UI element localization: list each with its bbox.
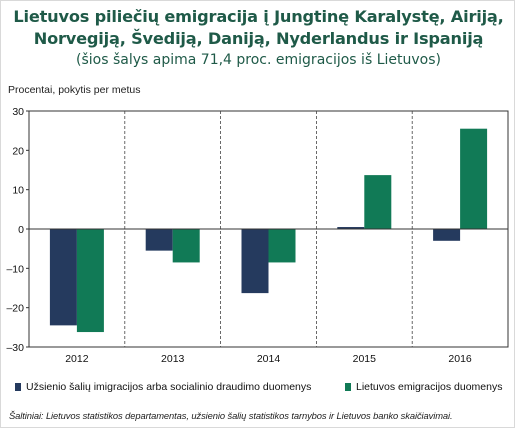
y-tick-label: –20 bbox=[6, 303, 24, 315]
y-tick-label: –10 bbox=[6, 263, 24, 275]
bar-series-1-2016 bbox=[433, 229, 461, 241]
x-tick-label: 2012 bbox=[65, 353, 89, 365]
legend-swatch-series-1 bbox=[15, 383, 21, 391]
bar-series-2-2014 bbox=[268, 229, 296, 263]
y-tick-label: 30 bbox=[12, 106, 24, 118]
bar-series-1-2014 bbox=[241, 229, 269, 294]
bar-series-2-2015 bbox=[364, 175, 392, 229]
x-tick-label: 2014 bbox=[257, 353, 281, 365]
y-tick-label: 20 bbox=[12, 145, 24, 157]
bar-series-1-2012 bbox=[49, 229, 77, 326]
y-tick-label: 10 bbox=[12, 185, 24, 197]
chart-title: Lietuvos piliečių emigracija į Jungtinę … bbox=[13, 7, 504, 48]
y-tick-label: –30 bbox=[6, 342, 24, 354]
legend-item-series-1: Užsienio šalių imigracijos arba socialin… bbox=[15, 380, 311, 394]
y-axis-label: Procentai, pokytis per metus bbox=[8, 84, 141, 96]
chart-subtitle: (šios šalys apima 71,4 proc. emigracijos… bbox=[76, 52, 441, 68]
x-tick-label: 2016 bbox=[448, 353, 472, 365]
legend-label-series-1: Užsienio šalių imigracijos arba socialin… bbox=[26, 381, 312, 393]
bar-series-2-2012 bbox=[76, 229, 104, 333]
legend-label-series-2: Lietuvos emigracijos duomenys bbox=[356, 381, 503, 393]
x-tick-label: 2013 bbox=[161, 353, 185, 365]
bar-series-2-2013 bbox=[172, 229, 200, 263]
y-tick-label: 0 bbox=[18, 224, 24, 236]
bar-series-2-2016 bbox=[460, 128, 488, 229]
x-tick-label: 2015 bbox=[353, 353, 377, 365]
source-note: Šaltiniai: Lietuvos statistikos departam… bbox=[9, 410, 453, 421]
bar-series-1-2013 bbox=[145, 229, 173, 251]
bar-series-1-2015 bbox=[337, 227, 365, 229]
legend-swatch-series-2 bbox=[345, 383, 351, 391]
legend-item-series-2: Lietuvos emigracijos duomenys bbox=[345, 380, 503, 394]
